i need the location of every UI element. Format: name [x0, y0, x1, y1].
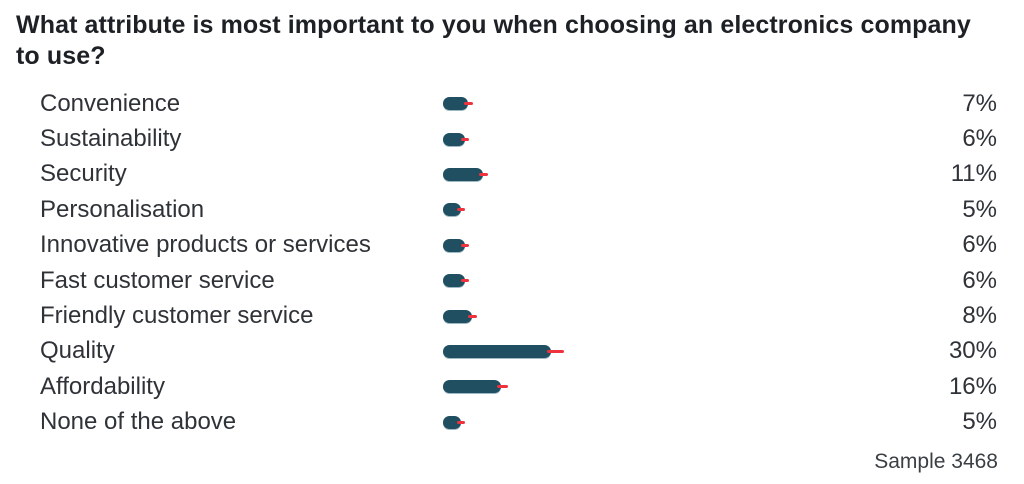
- row-value: 6%: [962, 266, 997, 294]
- row-label: Personalisation: [40, 195, 205, 223]
- bar-track: [443, 203, 874, 217]
- chart-rows: Convenience 7% Sustainability 6% Security 11%…: [0, 86, 1024, 440]
- chart-row: Personalisation 5%: [0, 192, 1024, 227]
- chart-row: Innovative products or services 6%: [0, 228, 1024, 263]
- error-tick-icon: [467, 314, 477, 318]
- bar-track: [443, 132, 874, 146]
- error-tick-icon: [496, 385, 509, 389]
- error-tick-icon: [460, 279, 469, 283]
- bar: [443, 415, 461, 429]
- error-tick-icon: [460, 243, 469, 247]
- error-tick-icon: [457, 420, 465, 424]
- row-label: Quality: [40, 337, 115, 365]
- bar-track: [443, 415, 874, 429]
- chart-row: Fast customer service 6%: [0, 263, 1024, 298]
- bar: [443, 344, 551, 358]
- bar: [443, 274, 465, 288]
- row-value: 6%: [962, 231, 997, 259]
- bar: [443, 203, 461, 217]
- row-value: 5%: [962, 408, 997, 436]
- row-label: Security: [40, 160, 127, 188]
- bar-track: [443, 309, 874, 323]
- row-label: Innovative products or services: [40, 231, 371, 259]
- row-label: Convenience: [40, 89, 181, 117]
- bar: [443, 309, 472, 323]
- row-label: Affordability: [40, 372, 165, 400]
- bar: [443, 167, 483, 181]
- row-value: 11%: [950, 160, 997, 188]
- row-value: 6%: [962, 125, 997, 153]
- row-label: Friendly customer service: [40, 302, 314, 330]
- row-label: None of the above: [40, 408, 237, 436]
- chart-row: Sustainability 6%: [0, 121, 1024, 156]
- row-value: 5%: [962, 195, 997, 223]
- row-label: Sustainability: [40, 125, 182, 153]
- row-value: 8%: [962, 302, 997, 330]
- error-tick-icon: [547, 349, 564, 353]
- bar-track: [443, 167, 874, 181]
- bar-track: [443, 238, 874, 252]
- chart-title: What attribute is most important to you …: [16, 11, 971, 70]
- row-value: 7%: [962, 89, 997, 117]
- error-tick-icon: [464, 102, 473, 106]
- row-label: Fast customer service: [40, 266, 275, 294]
- bar-track: [443, 97, 874, 111]
- chart-row: Convenience 7%: [0, 86, 1024, 121]
- chart-row: None of the above 5%: [0, 405, 1024, 440]
- bar-track: [443, 344, 874, 358]
- row-value: 16%: [948, 372, 997, 400]
- error-tick-icon: [460, 137, 469, 141]
- sample-note: Sample 3468: [874, 450, 998, 473]
- chart-row: Security 11%: [0, 157, 1024, 192]
- chart-row: Quality 30%: [0, 334, 1024, 369]
- bar: [443, 238, 465, 252]
- chart-row: Friendly customer service 8%: [0, 298, 1024, 333]
- chart-row: Affordability 16%: [0, 369, 1024, 404]
- error-tick-icon: [457, 208, 465, 212]
- row-value: 30%: [948, 337, 997, 365]
- bar-track: [443, 380, 874, 394]
- bar-track: [443, 274, 874, 288]
- bar: [443, 97, 469, 111]
- bar: [443, 380, 501, 394]
- error-tick-icon: [478, 172, 489, 176]
- bar: [443, 132, 465, 146]
